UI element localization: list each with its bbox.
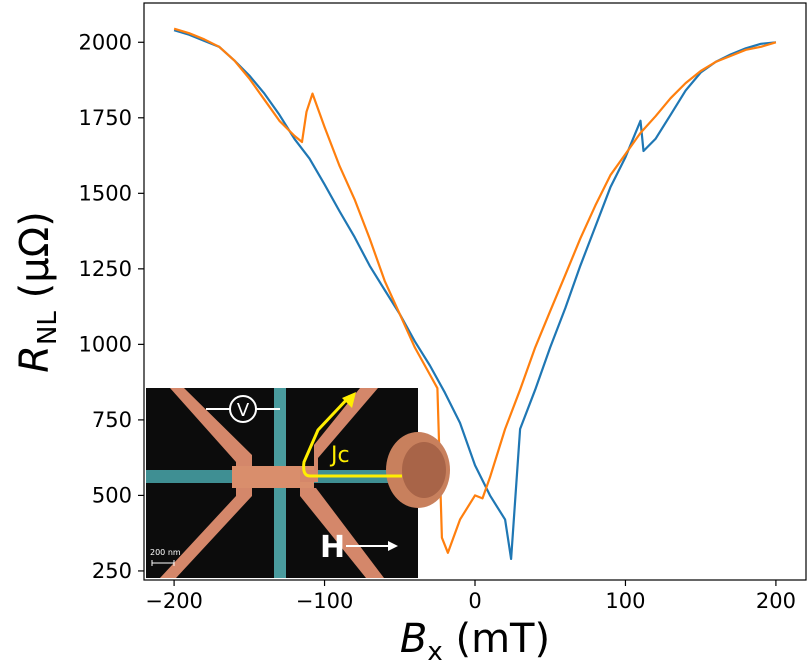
x-tick-label-4: 200 <box>756 589 796 613</box>
inset-micrograph: V Jc H 200 nm <box>146 388 450 578</box>
x-tick-label-3: 100 <box>605 589 645 613</box>
x-tick-label-1: −100 <box>296 589 354 613</box>
series-line-0 <box>173 29 777 561</box>
current-arrowhead <box>342 392 356 408</box>
voltmeter-label: V <box>237 400 250 421</box>
current-label: Jc <box>329 443 350 468</box>
y-tick-label-4: 1250 <box>79 257 132 281</box>
tick-layer: −200 −100 0 100 200 250 500 750 1000 1250 1500 1750… <box>79 30 796 613</box>
x-tick-label-2: 0 <box>468 589 481 613</box>
y-tick-label-3: 1000 <box>79 332 132 356</box>
y-tick-label-5: 1500 <box>79 181 132 205</box>
current-path <box>302 394 402 478</box>
x-axis-label: Bx (mT) <box>400 616 550 667</box>
series-line-1 <box>173 27 777 554</box>
x-tick-label-0: −200 <box>145 589 203 613</box>
series-layer <box>173 27 777 561</box>
field-arrowhead <box>388 541 398 551</box>
y-tick-label-0: 250 <box>92 559 132 583</box>
field-label: H <box>320 530 345 565</box>
scale-bar-label: 200 nm <box>150 548 181 557</box>
y-tick-label-2: 750 <box>92 408 132 432</box>
y-tick-label-1: 500 <box>92 483 132 507</box>
y-tick-label-7: 2000 <box>79 30 132 54</box>
y-axis-label: RNL (μΩ) <box>12 211 63 373</box>
y-tick-label-6: 1750 <box>79 106 132 130</box>
